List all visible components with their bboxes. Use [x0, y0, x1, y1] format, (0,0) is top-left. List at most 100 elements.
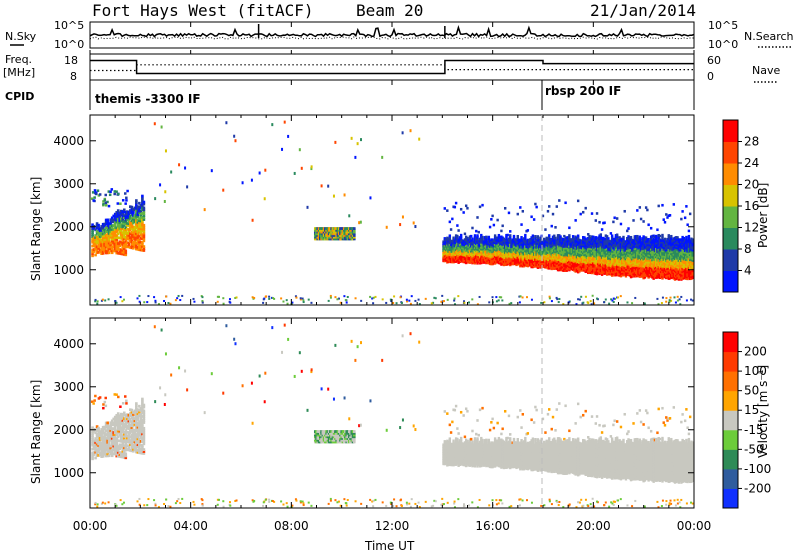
power-cell	[539, 257, 542, 261]
power-cell	[642, 257, 645, 261]
power-cell	[564, 250, 567, 253]
power-cell	[544, 245, 547, 248]
power-cell	[556, 258, 560, 261]
power-cell	[136, 245, 140, 249]
power-cell	[565, 265, 569, 269]
power-cell	[495, 259, 498, 262]
power-cell	[667, 244, 670, 248]
power-cell	[555, 251, 558, 255]
power-cell	[556, 246, 560, 249]
power-cell	[481, 249, 484, 253]
power-cell	[646, 264, 649, 267]
power-cell	[548, 266, 551, 270]
power-cell	[558, 249, 561, 253]
power-cell	[486, 252, 489, 256]
power-cell	[458, 258, 462, 262]
power-cell	[623, 243, 626, 247]
power-cell	[574, 238, 577, 242]
power-cell	[653, 264, 657, 268]
power-cell	[671, 275, 674, 279]
power-cell	[556, 259, 560, 263]
power-cell	[512, 243, 516, 247]
power-cell	[498, 258, 502, 262]
power-cell	[682, 269, 686, 273]
power-cell	[641, 273, 644, 277]
power-cell	[673, 255, 677, 259]
power-cell	[587, 248, 590, 252]
power-cell	[665, 255, 668, 259]
power-cell	[638, 269, 642, 273]
power-cell	[100, 250, 103, 254]
power-cell	[541, 242, 545, 246]
power-cell	[475, 259, 478, 263]
power-cell	[515, 256, 518, 260]
power-cell	[660, 259, 663, 263]
power-cell	[644, 236, 648, 240]
power-cell	[475, 255, 478, 259]
power-cell	[510, 250, 513, 254]
power-cell	[677, 255, 681, 259]
power-cell	[666, 270, 669, 274]
power-cell	[486, 250, 489, 254]
power-cell	[583, 263, 586, 267]
power-cell	[604, 271, 608, 275]
power-cell	[648, 241, 652, 245]
power-cell	[452, 250, 455, 254]
power-cell	[515, 249, 518, 253]
power-cell	[571, 250, 575, 254]
power-cell	[654, 241, 658, 245]
power-cell	[639, 255, 643, 259]
power-cell	[110, 218, 114, 222]
power-cell	[401, 215, 404, 219]
power-cell	[459, 233, 463, 237]
power-cell	[590, 261, 594, 264]
power-cell	[482, 257, 485, 261]
power-cell	[516, 238, 519, 242]
power-cell	[638, 273, 642, 277]
power-cell	[369, 295, 372, 298]
power-cell	[548, 253, 551, 256]
power-cell	[642, 259, 645, 263]
power-cell	[667, 251, 670, 255]
power-cell	[658, 258, 662, 262]
power-cell	[534, 255, 537, 259]
power-cell	[657, 273, 660, 277]
power-cell	[627, 227, 630, 230]
power-cell	[585, 259, 589, 263]
power-cell	[501, 255, 504, 259]
power-cell	[138, 201, 141, 205]
power-cell	[524, 233, 527, 237]
power-cell	[506, 260, 509, 264]
power-cell	[687, 257, 691, 261]
power-cell	[585, 252, 589, 256]
power-cell	[579, 258, 582, 261]
power-cell	[142, 225, 146, 229]
noise-right-label: N.Search	[744, 30, 794, 43]
power-cell	[507, 256, 511, 260]
power-cell	[483, 244, 487, 248]
power-cell	[580, 244, 584, 248]
power-cell	[632, 263, 635, 267]
power-cell	[631, 273, 634, 276]
power-cell	[110, 216, 114, 220]
power-cell	[610, 234, 614, 238]
noise-left-tick-top: 10^5	[54, 19, 84, 32]
power-cell	[638, 266, 642, 270]
power-cell	[612, 258, 615, 262]
power-cell	[670, 257, 673, 261]
power-cell	[555, 296, 558, 299]
power-cell	[141, 227, 144, 231]
power-cell	[96, 189, 100, 192]
power-cell	[676, 295, 679, 298]
power-cell	[578, 257, 581, 261]
power-cell	[320, 184, 323, 188]
power-cell	[251, 296, 254, 299]
power-cell	[652, 265, 655, 268]
power-cell	[549, 244, 552, 248]
power-cell	[685, 277, 688, 280]
power-cell	[676, 241, 679, 245]
power-cell	[566, 241, 570, 245]
power-cell	[585, 264, 589, 268]
power-cell	[477, 253, 480, 257]
power-cell	[629, 253, 633, 256]
